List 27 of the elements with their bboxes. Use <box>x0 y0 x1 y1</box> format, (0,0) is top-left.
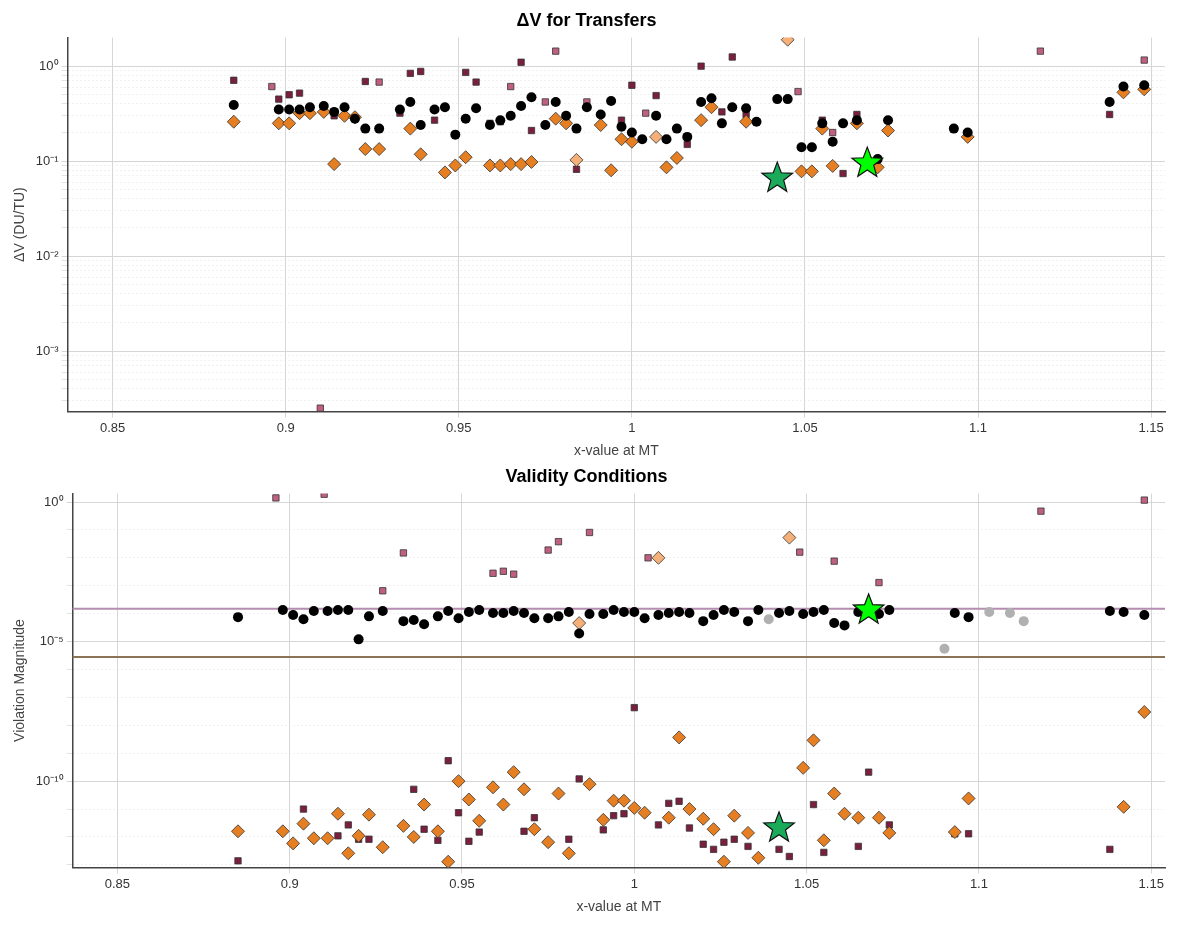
chart-title: Validity Conditions <box>505 465 668 486</box>
x-axis-title: x-value at MT <box>573 442 660 459</box>
x-tick-label: 0.85 <box>104 875 131 891</box>
y-tick-label: 10⁰ <box>44 493 64 509</box>
y-tick-label: 10⁻¹⁰ <box>35 772 64 788</box>
y-tick-label: 10⁻⁵ <box>39 633 64 649</box>
y-axis-title: Violation Magnitude <box>11 619 28 742</box>
x-tick-label: 1.15 <box>1138 419 1164 435</box>
x-tick-label: 1.15 <box>1138 875 1164 891</box>
x-tick-label: 0.85 <box>99 419 126 435</box>
y-tick-label: 10⁻¹ <box>35 152 60 168</box>
x-tick-label: 1.1 <box>969 875 988 891</box>
x-tick-label: 0.9 <box>276 419 295 435</box>
x-tick-label: 1.1 <box>969 419 988 435</box>
chart-title: ΔV for Transfers <box>516 9 657 30</box>
x-tick-label: 1 <box>630 875 638 891</box>
x-tick-label: 0.95 <box>449 875 475 891</box>
y-tick-label: 10⁻² <box>35 247 60 263</box>
y-tick-label: 10⁻³ <box>35 342 60 358</box>
x-axis-title: x-value at MT <box>576 898 662 915</box>
y-axis-title: ΔV (DU/TU) <box>11 187 28 262</box>
x-tick-label: 0.9 <box>280 875 299 891</box>
y-tick-label: 10⁰ <box>39 57 59 73</box>
x-tick-label: 1.05 <box>793 875 820 891</box>
x-tick-label: 0.95 <box>446 419 472 435</box>
x-tick-label: 1 <box>628 419 636 435</box>
x-tick-label: 1.05 <box>792 419 818 435</box>
